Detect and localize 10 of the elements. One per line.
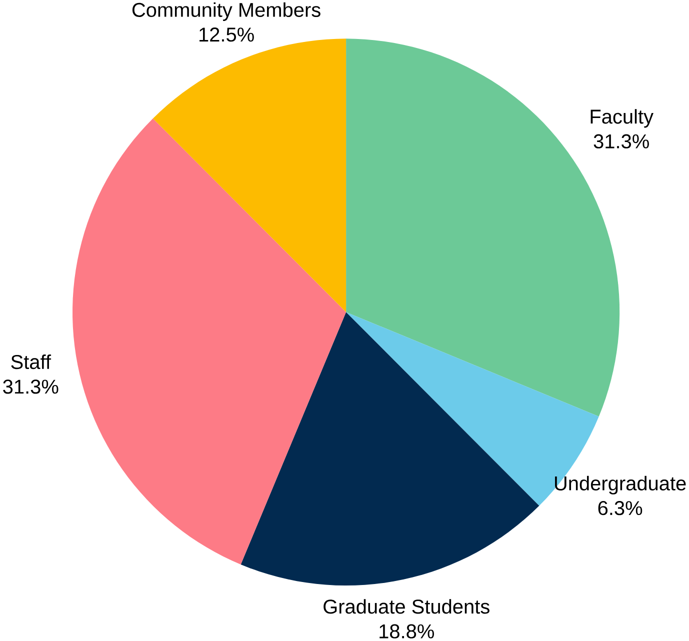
- slice-label: Graduate Students: [324, 599, 490, 614]
- slice-label: Community Members: [132, 2, 320, 22]
- data-label: 6.3%: [598, 501, 642, 516]
- slice-label: Undergraduate: [555, 476, 686, 495]
- data-label: 31.3%: [3, 380, 58, 394]
- slice-label: Staff: [11, 354, 52, 370]
- data-label: 31.3%: [594, 134, 649, 149]
- data-label: 18.8%: [380, 624, 434, 639]
- slice-label: Faculty: [590, 109, 654, 128]
- data-label: 12.5%: [200, 28, 254, 42]
